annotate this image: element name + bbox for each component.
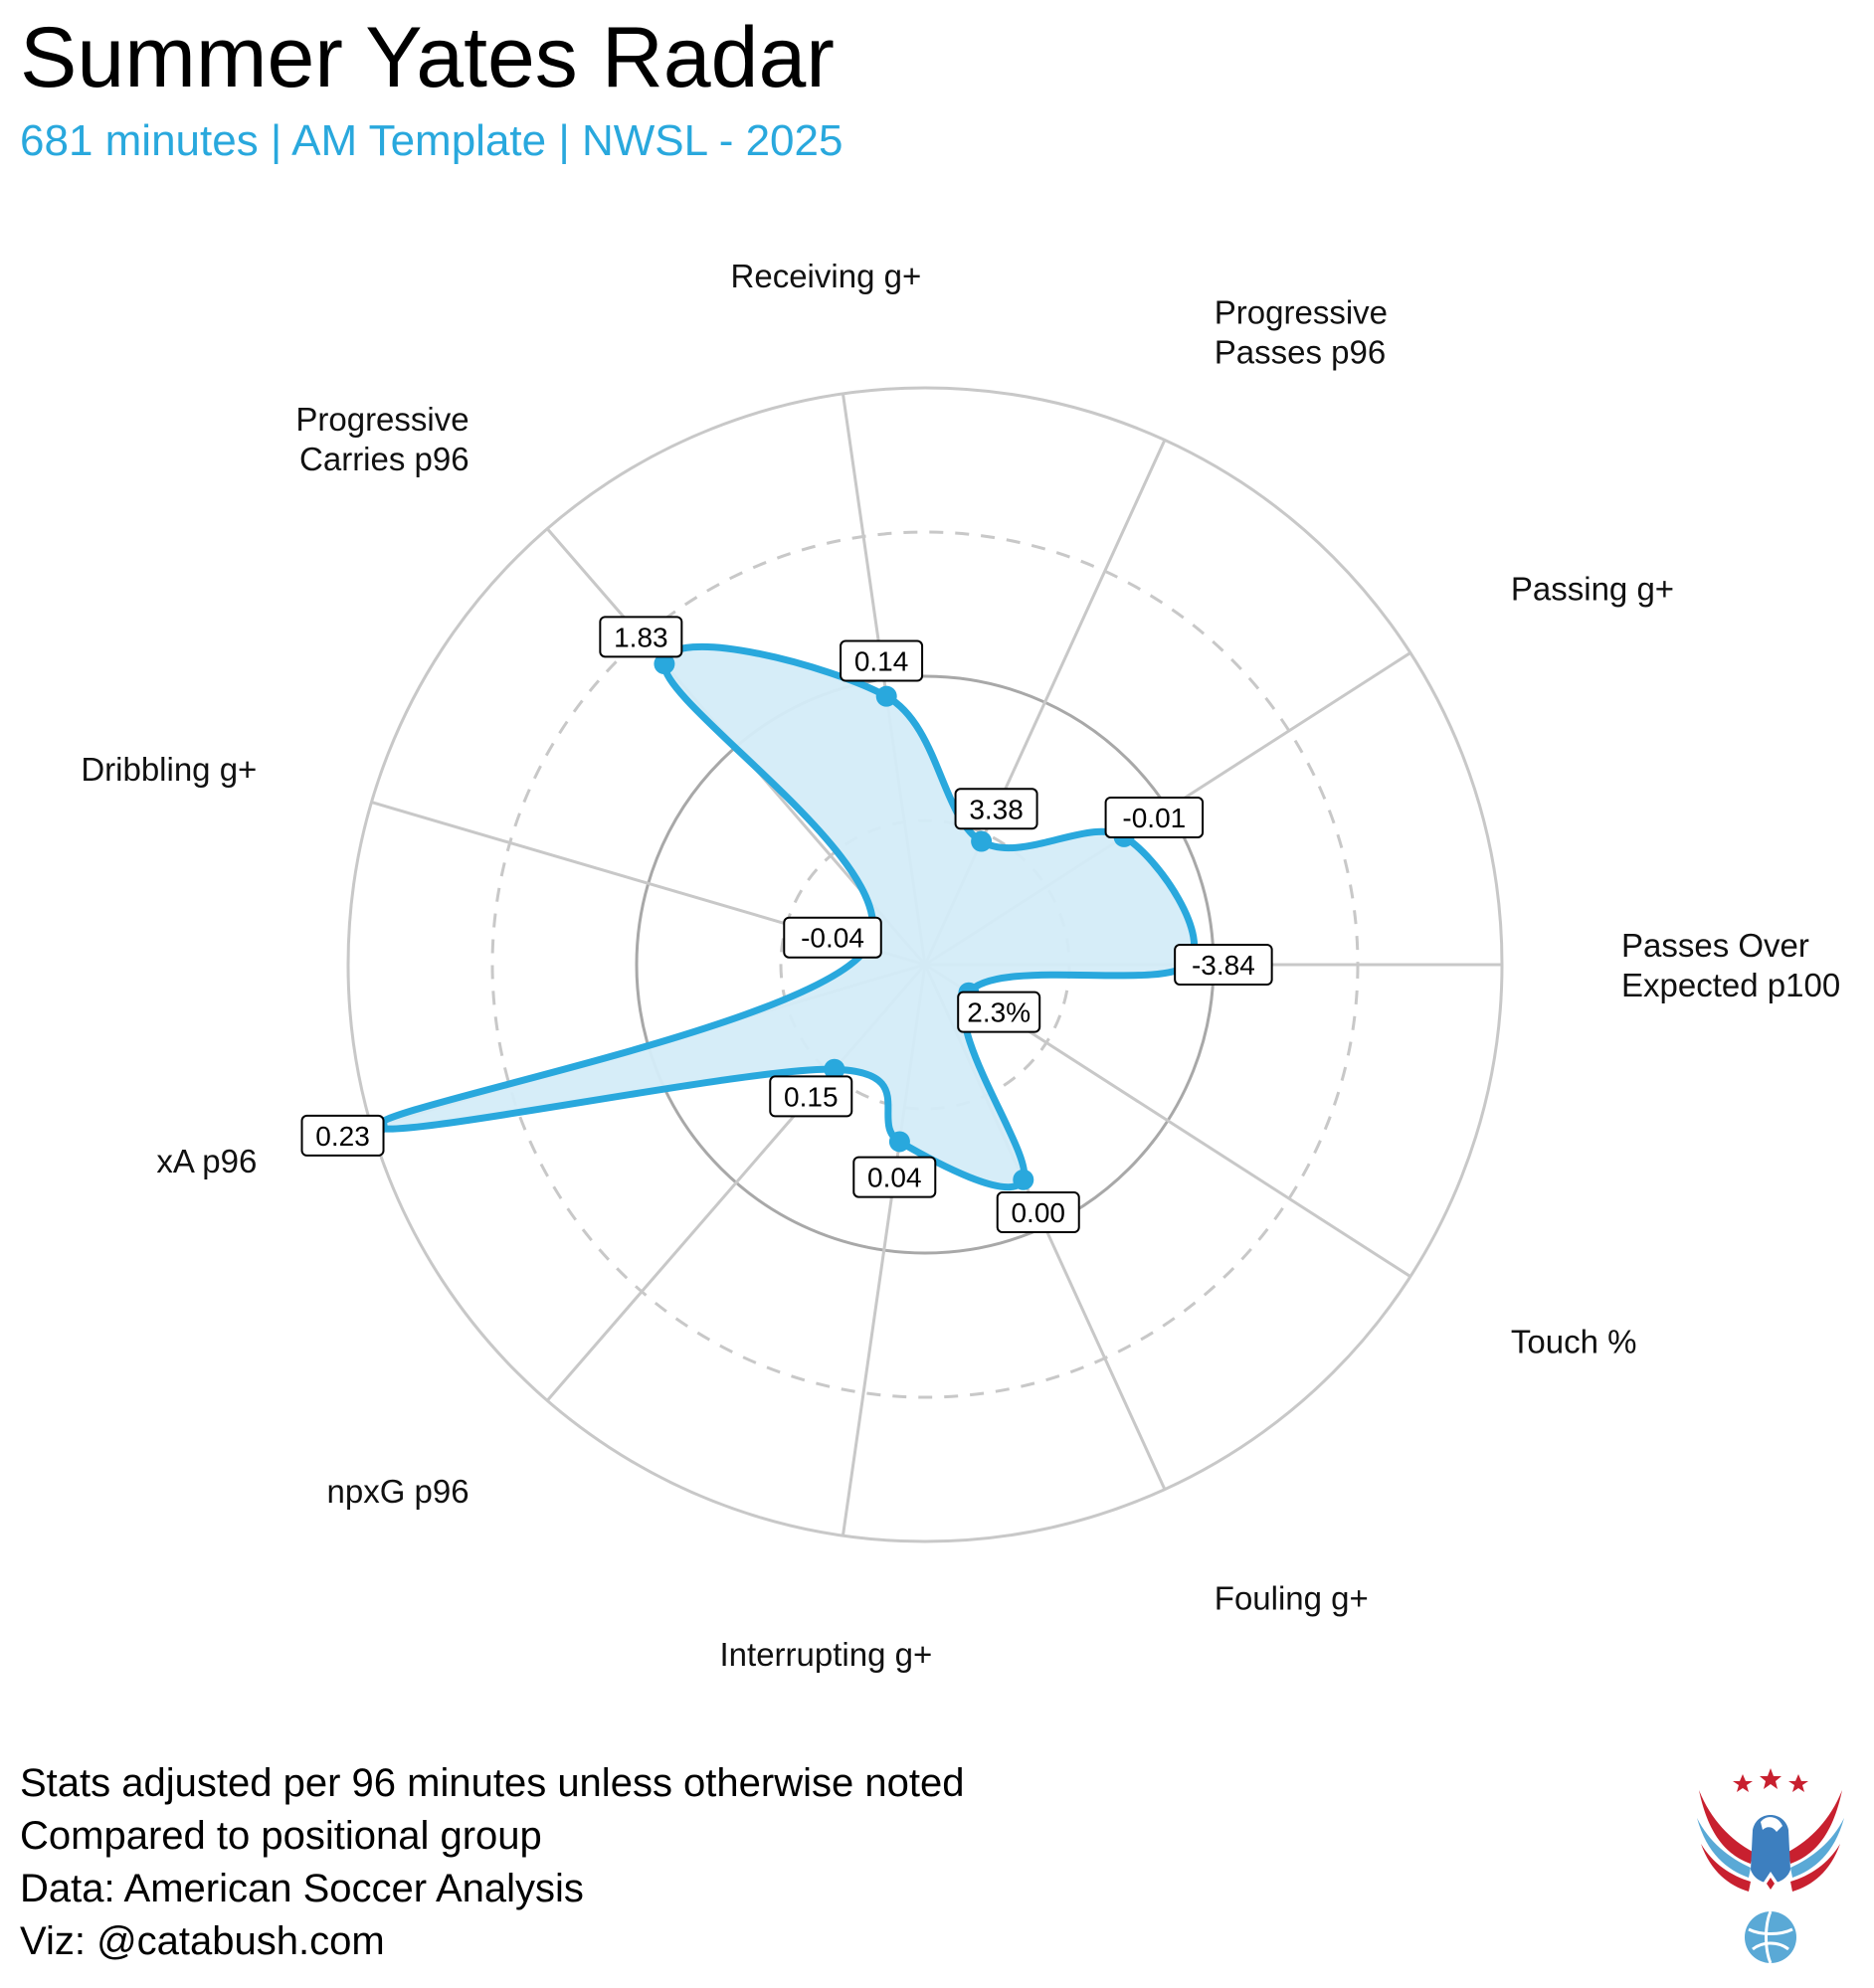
value-label-box <box>1174 944 1273 986</box>
axis-label: Passing g+ <box>1511 571 1674 608</box>
axis-label: xA p96 <box>156 1143 257 1179</box>
radar-point <box>1013 1169 1034 1190</box>
chart-title: Summer Yates Radar <box>20 10 835 105</box>
value-label: 0.04 <box>852 1156 937 1198</box>
axis-label: Receiving g+ <box>731 258 922 294</box>
footer-line: Compared to positional group <box>20 1814 542 1858</box>
axis-label: Progressive Carries p96 <box>295 401 468 477</box>
value-label-box <box>300 1114 385 1157</box>
value-label-box <box>852 1156 937 1198</box>
value-label: 0.15 <box>769 1075 853 1118</box>
axis-label-line: Passes Over <box>1621 927 1809 964</box>
eagle-head-icon <box>1751 1815 1790 1896</box>
footer-line: Viz: @catabush.com <box>20 1919 385 1963</box>
value-label-box <box>957 991 1041 1033</box>
value-label-text: 0.23 <box>315 1121 370 1152</box>
axis-label-line: Touch % <box>1511 1323 1637 1359</box>
footer-line: Stats adjusted per 96 minutes unless oth… <box>20 1761 965 1805</box>
value-label: 2.3% <box>957 991 1041 1033</box>
radar-point <box>971 830 993 852</box>
eagle-logo <box>1697 1768 1844 1964</box>
value-label-box <box>840 639 924 682</box>
value-label: 0.14 <box>840 639 924 682</box>
value-label-box <box>599 616 683 658</box>
value-label-text: 0.04 <box>867 1163 922 1193</box>
axis-label-line: Expected p100 <box>1621 967 1840 1003</box>
value-label-text: 0.00 <box>1011 1197 1065 1228</box>
radar-point <box>824 1058 845 1080</box>
value-label: 0.00 <box>996 1191 1080 1234</box>
value-label-text: 3.38 <box>969 794 1024 824</box>
radar-point <box>888 1131 910 1153</box>
axis-label-line: xA p96 <box>156 1143 257 1179</box>
axis-label-line: Carries p96 <box>299 441 469 477</box>
axis-label: Passes Over Expected p100 <box>1621 927 1840 1003</box>
axis-label-line: npxG p96 <box>326 1473 468 1510</box>
value-label: 3.38 <box>954 788 1038 830</box>
value-label-text: 0.15 <box>784 1081 839 1112</box>
axis-label-line: Passing g+ <box>1511 571 1674 608</box>
axis-label-line: Progressive <box>1215 293 1388 330</box>
value-label-box <box>783 916 882 959</box>
soccer-ball-icon <box>1745 1910 1796 1964</box>
axis-label: Fouling g+ <box>1215 1580 1369 1617</box>
wing-icon <box>1697 1790 1844 1892</box>
value-label: -0.04 <box>783 916 882 959</box>
axis-label-line: Dribbling g+ <box>81 751 257 788</box>
value-label-box <box>769 1075 853 1118</box>
value-label-text: -3.84 <box>1192 950 1255 981</box>
axis-label-line: Progressive <box>295 401 468 438</box>
value-label: -3.84 <box>1174 944 1273 986</box>
value-label-text: 2.3% <box>967 997 1031 1028</box>
value-label: 0.23 <box>300 1114 385 1157</box>
value-label-text: 0.14 <box>854 646 909 677</box>
stars-icon <box>1733 1768 1808 1792</box>
value-label-text: 1.83 <box>614 622 668 652</box>
axis-label: Dribbling g+ <box>81 751 257 788</box>
axis-label-line: Interrupting g+ <box>720 1636 933 1673</box>
value-label-text: -0.04 <box>801 923 864 954</box>
value-label-box <box>954 788 1038 830</box>
axis-label-line: Passes p96 <box>1215 333 1386 370</box>
footer-line: Data: American Soccer Analysis <box>20 1867 584 1910</box>
axis-label-line: Fouling g+ <box>1215 1580 1369 1617</box>
footer-notes: Stats adjusted per 96 minutes unless oth… <box>20 1757 964 1968</box>
axis-label: Interrupting g+ <box>720 1636 933 1673</box>
value-label-box <box>996 1191 1080 1234</box>
axis-label: npxG p96 <box>326 1473 468 1510</box>
axis-label-line: Receiving g+ <box>731 258 922 294</box>
axis-label: Progressive Passes p96 <box>1215 293 1388 370</box>
value-label-text: -0.01 <box>1122 803 1186 833</box>
value-label: -0.01 <box>1104 796 1205 838</box>
radar-point <box>875 685 897 707</box>
radar-point <box>654 653 675 675</box>
axis-label: Touch % <box>1511 1323 1637 1359</box>
value-label: 1.83 <box>599 616 683 658</box>
chart-subtitle: 681 minutes | AM Template | NWSL - 2025 <box>20 116 843 165</box>
value-label-box <box>1104 796 1205 838</box>
